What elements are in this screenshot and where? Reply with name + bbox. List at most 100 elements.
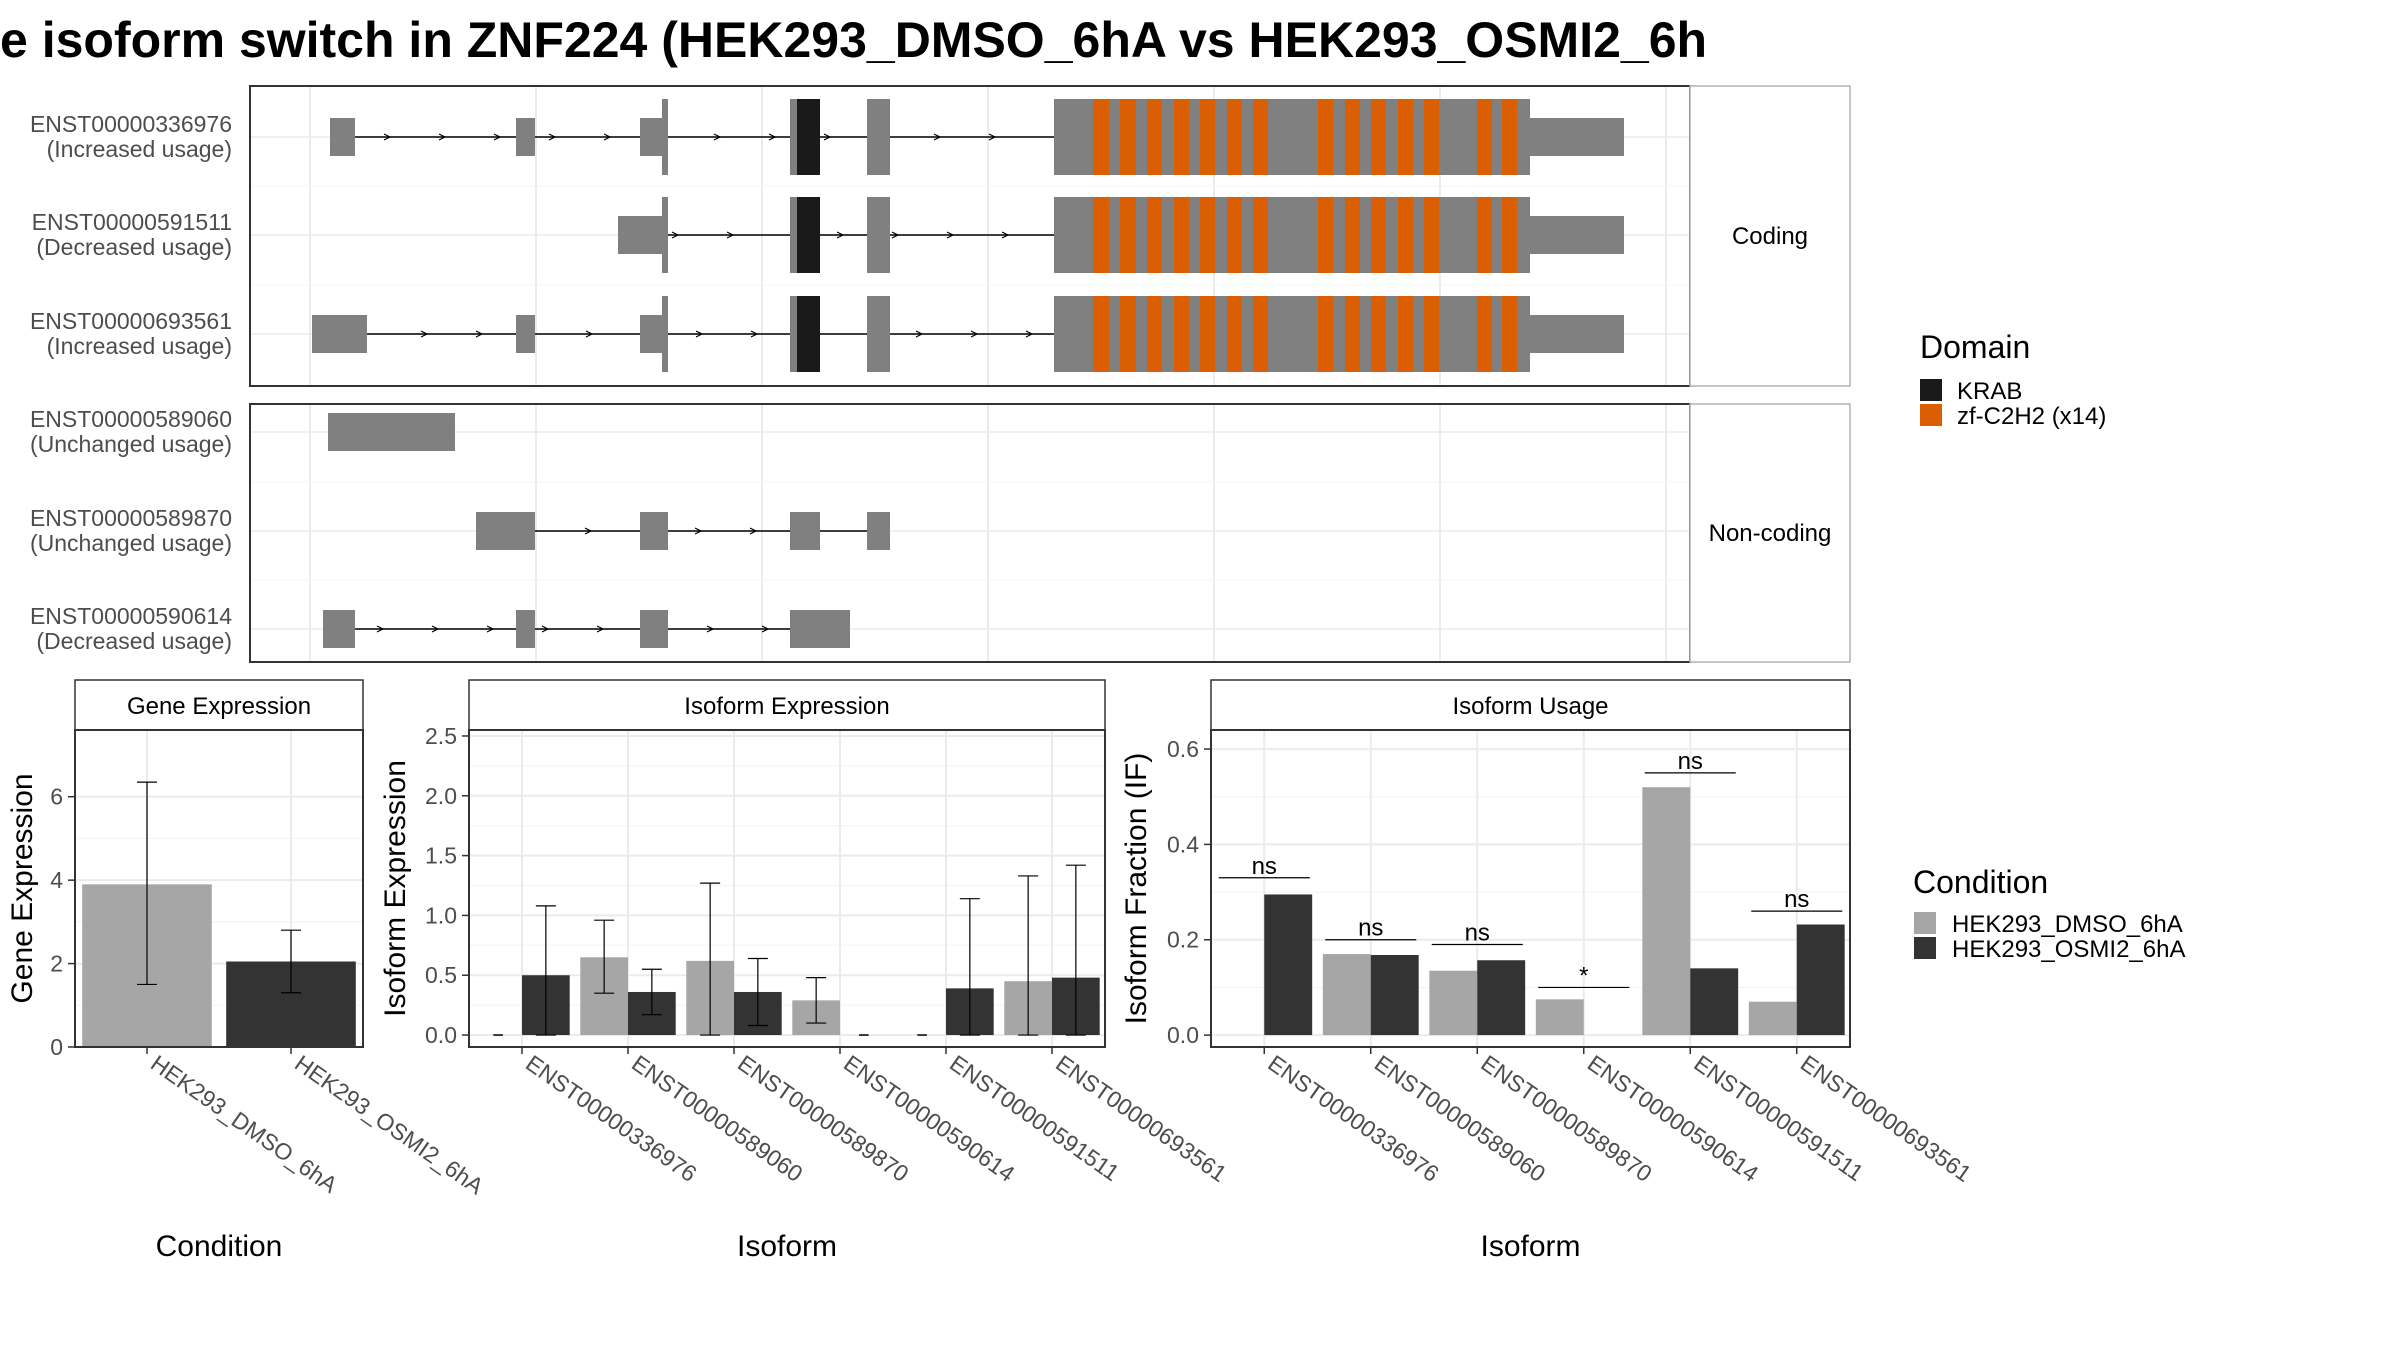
zf-c2h2-domain (1174, 99, 1189, 175)
transcript-row-ENST00000693561: ENST00000693561(Increased usage) (30, 296, 1624, 372)
zf-c2h2-domain (1227, 99, 1242, 175)
osmi-legend-swatch (1914, 937, 1936, 959)
y-axis-title: Isoform Fraction (IF) (1120, 753, 1153, 1025)
zf-c2h2-domain (1477, 296, 1492, 372)
intron-arrow (933, 133, 942, 141)
x-tick-label: ENST00000589870 (1476, 1050, 1656, 1187)
zf-c2h2-domain (1318, 99, 1333, 175)
zf-c2h2-domain (1120, 296, 1136, 372)
x-axis-title: Isoform (737, 1230, 837, 1263)
y-tick-label: 0.0 (425, 1022, 457, 1048)
bar-HEK293_DMSO_6hA-ENST00000591511 (1642, 787, 1691, 1036)
zf-c2h2-domain (1398, 99, 1413, 175)
zf-c2h2-domain (1200, 296, 1215, 372)
zf-c2h2-domain (1502, 197, 1517, 273)
exon-block (790, 296, 797, 372)
domain-legend-title: Domain (1920, 329, 2030, 365)
zf-c2h2-domain (1477, 99, 1492, 175)
intron-arrow (891, 231, 900, 239)
intron-arrow (603, 133, 612, 141)
y-tick-label: 1.5 (425, 843, 457, 869)
krab-domain (797, 296, 820, 372)
zf-c2h2-domain (1318, 197, 1333, 273)
x-tick-label: ENST00000590614 (1583, 1050, 1764, 1187)
intron-arrow (726, 231, 735, 239)
exon-block (618, 216, 640, 254)
coding-facet-label: Coding (1732, 223, 1808, 250)
y-tick-label: 2.5 (425, 723, 457, 749)
intron-arrow (988, 133, 997, 141)
intron-arrow (493, 133, 502, 141)
significance-label: ns (1252, 853, 1277, 880)
y-tick-label: 6 (50, 784, 63, 810)
condition-legend: Condition HEK293_DMSO_6hA HEK293_OSMI2_6… (1913, 864, 2185, 963)
domain-legend: Domain KRAB zf-C2H2 (x14) (1920, 329, 2106, 430)
exon-block (1530, 315, 1624, 353)
x-tick-label: ENST00000589060 (627, 1050, 807, 1187)
intron-arrow (836, 231, 845, 239)
intron-arrow (596, 625, 605, 633)
zf-c2h2-domain (1147, 99, 1162, 175)
zf-c2h2-domain (1398, 197, 1413, 273)
y-tick-label: 2.0 (425, 783, 457, 809)
zf-c2h2-domain (1120, 99, 1136, 175)
exon-block (330, 118, 355, 156)
panel-frame (1210, 729, 1851, 1048)
exon-block (640, 512, 668, 550)
y-tick-label: 1.0 (425, 902, 457, 928)
intron-arrow (541, 625, 550, 633)
zf-c2h2-domain (1318, 296, 1333, 372)
intron-arrow (486, 625, 495, 633)
zf-c2h2-domain (1174, 296, 1189, 372)
x-tick-label: ENST00000589870 (733, 1050, 913, 1187)
zf-c2h2-domain (1147, 197, 1162, 273)
y-tick-label: 4 (50, 867, 63, 893)
intron-arrow (585, 330, 594, 338)
exon-block (662, 99, 668, 175)
x-axis-title: Condition (156, 1230, 283, 1263)
intron-arrow (438, 133, 447, 141)
significance-label: ns (1678, 748, 1703, 775)
transcript-row-ENST00000336976: ENST00000336976(Increased usage) (30, 99, 1624, 175)
intron-arrow (475, 330, 484, 338)
intron-arrow (915, 330, 924, 338)
intron-arrow (431, 625, 440, 633)
x-tick-label: ENST00000589060 (1370, 1050, 1550, 1187)
x-tick-label: ENST00000336976 (521, 1050, 701, 1187)
exon-block (867, 512, 890, 550)
transcript-id-label: ENST00000589060 (30, 406, 232, 432)
exon-block (662, 296, 668, 372)
zf-c2h2-domain (1502, 99, 1517, 175)
bar-HEK293_OSMI2_6hA-ENST00000589870 (1477, 960, 1526, 1036)
intron-arrow (584, 527, 593, 535)
zf-c2h2-domain (1371, 99, 1386, 175)
exon-block (312, 315, 367, 353)
zf-legend-swatch (1920, 404, 1942, 426)
intron-arrow (1001, 231, 1010, 239)
zf-c2h2-domain (1227, 296, 1242, 372)
exon-block (516, 118, 535, 156)
krab-domain (797, 197, 820, 273)
zf-c2h2-domain (1424, 197, 1439, 273)
exon-block (323, 610, 355, 648)
x-tick-label: ENST00000693561 (1796, 1050, 1976, 1187)
exon-block (640, 610, 668, 648)
intron-arrow (383, 133, 392, 141)
exon-block (640, 118, 662, 156)
zf-c2h2-domain (1093, 296, 1109, 372)
intron-arrow (671, 231, 680, 239)
dmso-legend-swatch (1914, 912, 1936, 934)
exon-block (1530, 216, 1624, 254)
zf-c2h2-domain (1147, 296, 1162, 372)
intron-arrow (706, 625, 715, 633)
panel-frame (468, 729, 1106, 1048)
facet-title: Gene Expression (127, 693, 311, 720)
y-tick-label: 0.0 (1167, 1022, 1199, 1048)
intron-arrow (750, 330, 759, 338)
exon-block (516, 315, 535, 353)
zf-c2h2-domain (1253, 99, 1268, 175)
transcript-row-ENST00000589060: ENST00000589060(Unchanged usage) (30, 406, 455, 457)
transcript-id-label: ENST00000589870 (30, 505, 232, 531)
zf-c2h2-domain (1477, 197, 1492, 273)
